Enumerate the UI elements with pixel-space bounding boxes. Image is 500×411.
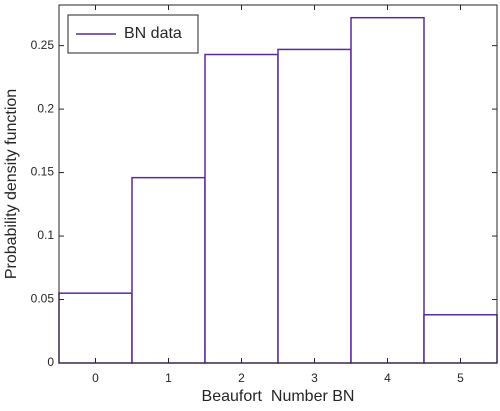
y-tick-label: 0.1 (37, 228, 54, 242)
x-tick-label: 4 (384, 371, 391, 385)
bar (350, 16, 425, 364)
legend-label: BN data (124, 25, 182, 42)
y-tick-label: 0.2 (37, 101, 54, 115)
x-axis-label: Beaufort Number BN (202, 388, 355, 405)
y-tick-label: 0 (47, 355, 54, 369)
x-tick-label: 5 (457, 371, 464, 385)
bar (131, 176, 206, 364)
x-tick-label: 3 (311, 371, 318, 385)
bar (204, 53, 279, 364)
bar (58, 292, 133, 364)
bar (423, 314, 498, 364)
y-tick-label: 0.15 (31, 165, 55, 179)
y-axis-label: Probability density function (3, 89, 20, 279)
y-tick-label: 0.05 (31, 292, 55, 306)
x-tick-label: 0 (92, 371, 99, 385)
x-tick-label: 2 (238, 371, 245, 385)
bar (277, 48, 352, 364)
y-tick-label: 0.25 (31, 38, 55, 52)
plot-frame (58, 4, 498, 364)
x-tick-label: 1 (165, 371, 172, 385)
